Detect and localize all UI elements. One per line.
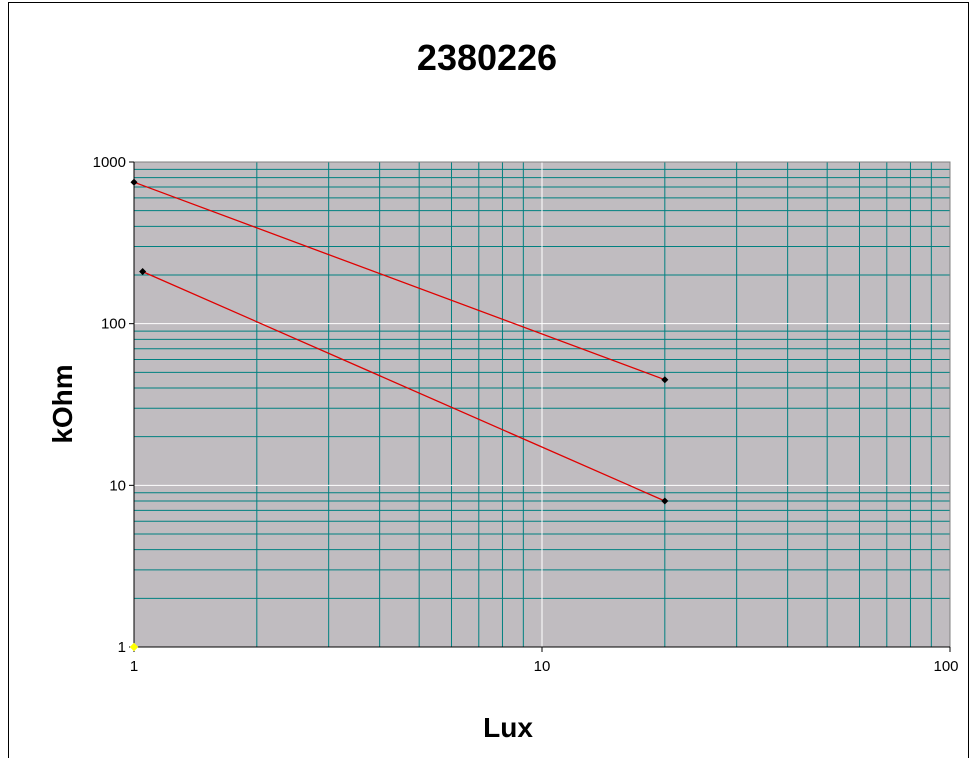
series-2-point [139, 268, 147, 276]
series-1-point [130, 178, 138, 186]
x-tick-label: 1 [130, 658, 138, 675]
y-tick-label: 100 [101, 316, 126, 333]
series-layer [130, 178, 669, 505]
x-tick-label: 10 [534, 658, 551, 675]
y-tick-label: 10 [109, 477, 126, 494]
x-tick-labels: 1 10 100 [130, 647, 959, 675]
x-axis-label: Lux [483, 712, 533, 743]
series-1-point [661, 376, 669, 384]
y-tick-label: 1000 [93, 154, 126, 171]
series-2-line [142, 271, 666, 502]
y-tick-labels: 1 10 100 1000 [93, 154, 134, 656]
chart-title: 2380226 [417, 37, 557, 78]
y-axis-label: kOhm [47, 364, 78, 443]
series-2-point [661, 497, 669, 505]
series-1-line [133, 181, 666, 381]
major-gridlines [134, 162, 950, 647]
y-tick-label: 1 [118, 639, 126, 656]
x-tick-label: 100 [933, 658, 958, 675]
